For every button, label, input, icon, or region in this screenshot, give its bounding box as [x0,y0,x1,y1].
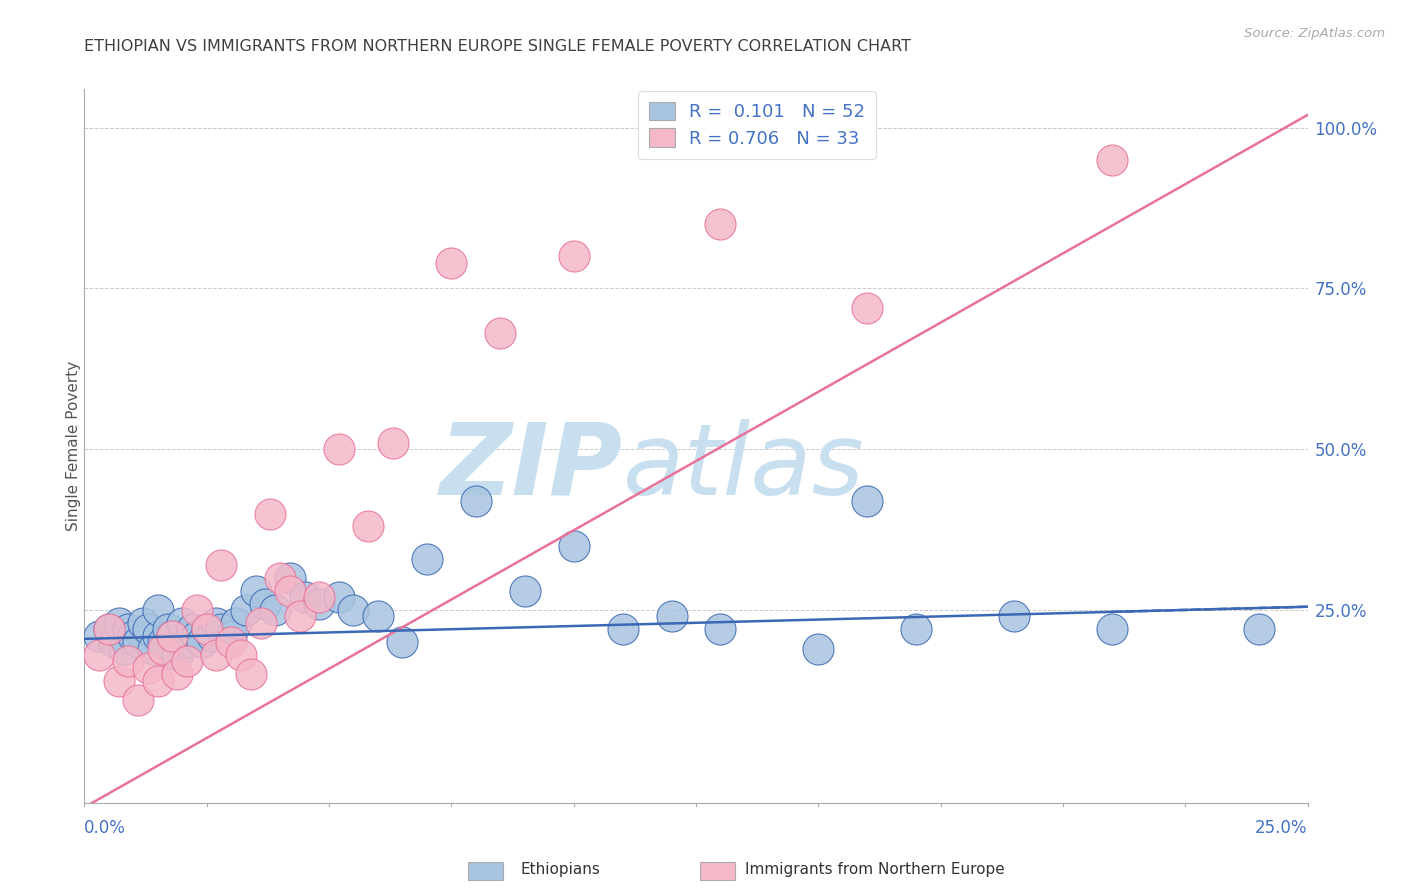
Point [856,493,879,508]
Point [117,654,139,668]
Point [391,635,413,649]
Point [1101,153,1123,167]
Point [146,673,169,688]
Point [357,519,380,533]
Point [209,558,232,572]
Point [1247,622,1270,636]
Point [146,603,169,617]
Point [219,635,242,649]
Point [97,622,120,636]
Point [127,635,149,649]
Point [308,590,330,604]
Point [278,583,301,598]
Legend: R =  0.101   N = 52, R = 0.706   N = 33: R = 0.101 N = 52, R = 0.706 N = 33 [638,91,876,159]
Point [186,603,208,617]
Point [278,571,301,585]
Point [294,590,316,604]
Point [562,249,585,263]
Point [127,693,149,707]
Point [195,622,218,636]
Point [709,217,731,231]
Point [612,622,634,636]
Point [200,629,222,643]
Point [308,597,330,611]
Text: Ethiopians: Ethiopians [520,863,600,877]
Point [195,622,218,636]
Point [136,622,159,636]
Text: ZIP: ZIP [440,419,623,516]
Point [176,654,198,668]
Point [328,442,350,457]
Point [259,507,281,521]
Point [103,635,125,649]
Point [152,641,174,656]
Point [249,615,271,630]
Point [152,635,174,649]
Point [229,648,252,662]
Point [205,648,228,662]
Point [191,635,214,649]
Point [489,326,512,341]
Point [225,615,247,630]
Point [440,256,463,270]
Point [367,609,389,624]
Point [166,648,188,662]
Point [136,661,159,675]
Point [269,571,291,585]
Point [219,629,242,643]
Point [807,641,830,656]
Point [107,615,129,630]
Point [1101,622,1123,636]
Point [328,590,350,604]
Point [235,603,257,617]
Point [381,435,404,450]
Point [181,622,204,636]
Point [239,667,262,681]
Point [162,629,184,643]
Point [122,629,145,643]
Text: 0.0%: 0.0% [84,819,127,837]
Point [162,629,184,643]
Point [416,551,439,566]
Point [209,622,232,636]
Point [562,539,585,553]
Text: Source: ZipAtlas.com: Source: ZipAtlas.com [1244,27,1385,40]
Point [1002,609,1025,624]
Point [264,603,287,617]
Y-axis label: Single Female Poverty: Single Female Poverty [66,361,80,531]
Text: Immigrants from Northern Europe: Immigrants from Northern Europe [745,863,1005,877]
Point [661,609,683,624]
Point [709,622,731,636]
Point [205,615,228,630]
Point [97,622,120,636]
Point [342,603,364,617]
Point [513,583,536,598]
Point [186,629,208,643]
Text: atlas: atlas [623,419,865,516]
Point [176,635,198,649]
Point [87,629,110,643]
Point [117,622,139,636]
Point [905,622,928,636]
Point [142,641,165,656]
Point [464,493,486,508]
Text: 25.0%: 25.0% [1256,819,1308,837]
Point [112,641,135,656]
Point [288,609,311,624]
Point [245,583,267,598]
Text: ETHIOPIAN VS IMMIGRANTS FROM NORTHERN EUROPE SINGLE FEMALE POVERTY CORRELATION C: ETHIOPIAN VS IMMIGRANTS FROM NORTHERN EU… [84,38,911,54]
Point [254,597,277,611]
Point [172,615,194,630]
Point [166,667,188,681]
Point [146,629,169,643]
Point [107,673,129,688]
Point [132,615,155,630]
Point [87,648,110,662]
Point [856,301,879,315]
Point [156,622,179,636]
